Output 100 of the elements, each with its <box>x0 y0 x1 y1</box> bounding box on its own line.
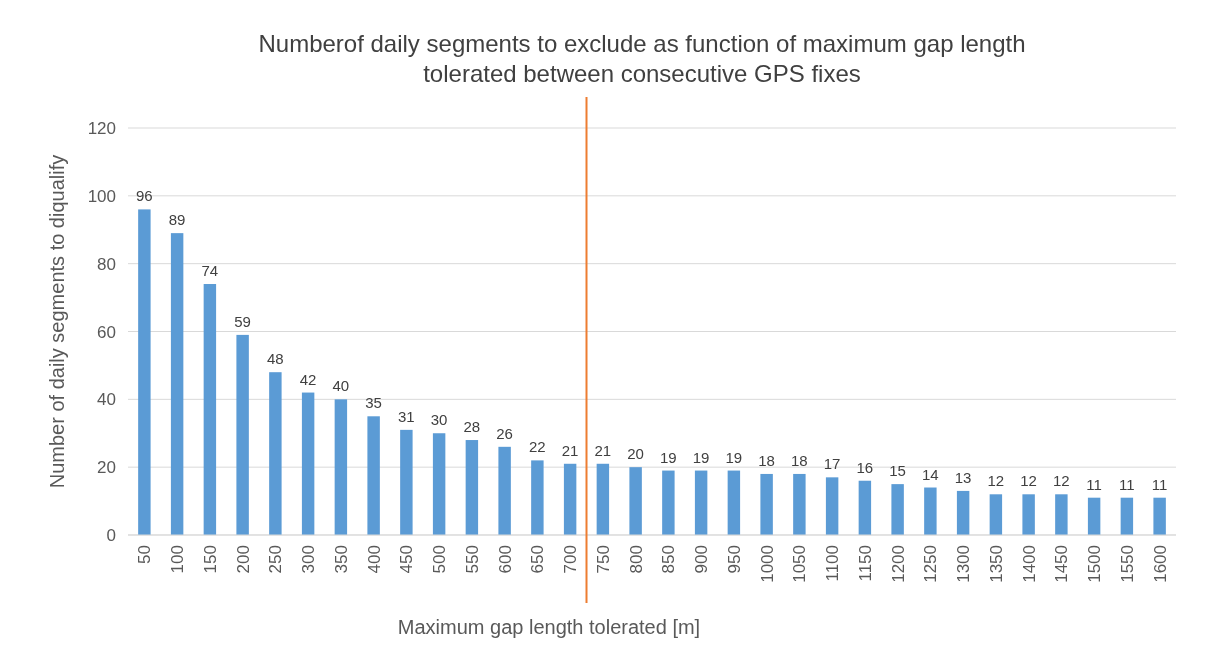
bar <box>301 392 315 535</box>
x-tick-label: 1250 <box>921 545 941 583</box>
bar <box>498 446 511 535</box>
bar <box>465 440 479 535</box>
x-tick-label: 1000 <box>757 545 777 583</box>
data-label: 28 <box>463 418 481 436</box>
bar <box>400 429 413 535</box>
x-tick-label: 1400 <box>1019 545 1039 583</box>
x-tick-label: 1600 <box>1150 545 1170 583</box>
x-tick-label: 100 <box>168 545 188 574</box>
data-label: 11 <box>1119 475 1135 493</box>
bar <box>1087 497 1101 535</box>
y-tick-label: 0 <box>106 526 116 545</box>
x-tick-label: 1550 <box>1117 545 1137 583</box>
x-tick-label: 350 <box>331 545 351 574</box>
bar <box>956 490 970 535</box>
data-label: 42 <box>299 370 317 388</box>
x-tick-label: 50 <box>135 545 155 564</box>
data-label: 18 <box>791 451 808 469</box>
bar <box>236 334 249 535</box>
x-tick-label: 800 <box>626 545 646 574</box>
bar <box>170 233 184 535</box>
x-tick-label: 450 <box>397 545 417 574</box>
bar <box>858 480 872 535</box>
data-label: 11 <box>1086 475 1102 493</box>
data-label: 26 <box>496 424 513 442</box>
x-tick-label: 250 <box>266 545 286 574</box>
data-label: 17 <box>823 455 841 473</box>
data-label: 19 <box>725 448 743 466</box>
data-label: 48 <box>267 350 284 368</box>
x-tick-label: 1350 <box>986 545 1006 583</box>
data-label: 15 <box>889 462 906 480</box>
x-tick-label: 200 <box>233 545 253 574</box>
y-tick-label: 40 <box>97 390 116 410</box>
bar <box>1055 494 1068 535</box>
data-label: 35 <box>365 394 382 412</box>
bar <box>727 470 741 535</box>
data-label: 59 <box>234 312 251 330</box>
x-tick-label: 1450 <box>1052 545 1072 583</box>
x-tick-label: 500 <box>430 545 450 574</box>
bar <box>138 209 151 535</box>
data-label: 31 <box>398 407 415 425</box>
x-tick-label: 1050 <box>790 545 810 583</box>
data-label: 11 <box>1151 475 1168 493</box>
data-label: 13 <box>954 468 972 486</box>
bar <box>269 372 282 535</box>
y-tick-label: 80 <box>97 254 116 274</box>
x-tick-label: 900 <box>692 545 712 574</box>
bar <box>989 494 1003 535</box>
data-label: 12 <box>1053 472 1070 490</box>
bar <box>924 487 937 535</box>
bar <box>629 467 642 535</box>
x-tick-label: 1500 <box>1085 545 1105 583</box>
data-label: 22 <box>529 438 546 456</box>
x-tick-label: 400 <box>364 545 384 574</box>
bar <box>825 477 839 535</box>
x-tick-label: 650 <box>528 545 548 574</box>
bar <box>760 473 773 535</box>
data-label: 30 <box>430 411 448 429</box>
bar <box>694 470 708 535</box>
data-label: 16 <box>856 458 874 476</box>
x-axis-title: Maximum gap length tolerated [m] <box>397 616 701 638</box>
x-tick-label: 700 <box>561 545 581 574</box>
bar <box>563 463 577 535</box>
data-label: 20 <box>627 445 644 463</box>
data-label: 12 <box>1020 472 1037 490</box>
data-label: 74 <box>201 262 219 280</box>
x-tick-label: 300 <box>299 545 319 574</box>
chart-title: Numberof daily segments to exclude as function of maximum gap length tolerated between consecutive GPS fixes <box>258 30 1026 87</box>
x-tick-label: 1300 <box>954 545 974 583</box>
data-label: 40 <box>332 377 350 395</box>
bar <box>1022 494 1035 535</box>
bar <box>891 484 904 535</box>
bar <box>1153 497 1166 535</box>
data-label: 89 <box>168 211 186 229</box>
y-tick-label: 60 <box>97 322 116 342</box>
y-axis-title: Number of daily segments to diqualify <box>46 154 68 489</box>
bar <box>367 416 380 535</box>
x-tick-label: 1100 <box>823 545 843 582</box>
bar <box>662 470 675 535</box>
x-tick-label: 1150 <box>855 545 875 582</box>
bar <box>1120 497 1134 535</box>
x-tick-label: 850 <box>659 545 679 574</box>
data-label: 12 <box>987 472 1005 490</box>
x-tick-label: 150 <box>200 545 220 574</box>
y-tick-label: 100 <box>87 186 116 206</box>
data-label: 96 <box>136 187 153 205</box>
data-label: 21 <box>594 441 612 459</box>
y-tick-label: 20 <box>97 458 116 478</box>
data-label: 19 <box>660 448 677 466</box>
bar <box>334 399 348 535</box>
x-tick-label: 950 <box>724 545 744 574</box>
x-tick-label: 600 <box>495 545 515 574</box>
bar <box>596 463 610 535</box>
x-tick-label: 550 <box>462 545 482 574</box>
bar <box>531 460 544 535</box>
bar <box>793 473 806 535</box>
data-label: 14 <box>922 465 939 483</box>
x-tick-label: 750 <box>593 545 613 574</box>
bar <box>432 433 446 535</box>
